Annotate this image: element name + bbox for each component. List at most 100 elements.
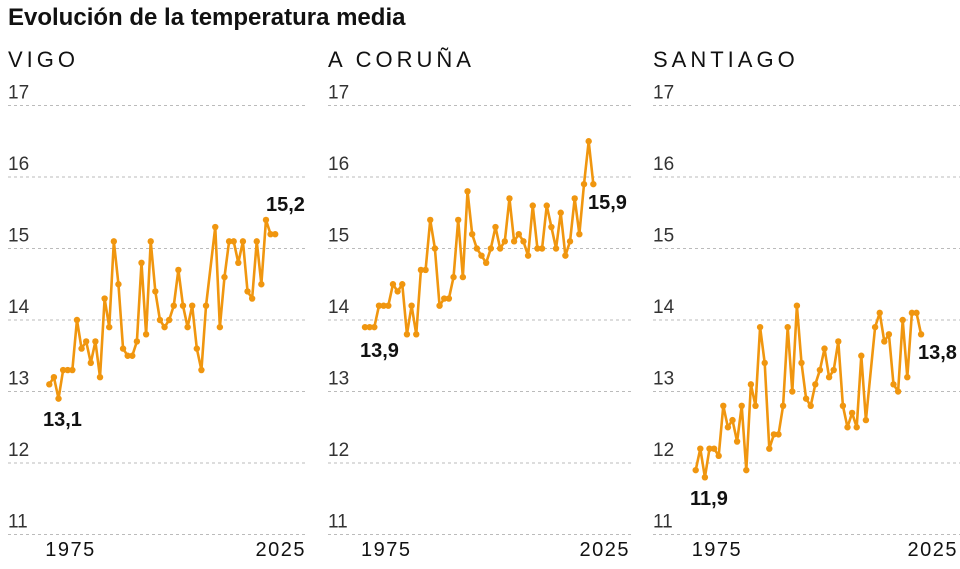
data-point xyxy=(399,281,406,288)
data-point xyxy=(904,374,911,381)
data-point xyxy=(239,238,247,245)
data-point xyxy=(770,431,778,438)
data-point xyxy=(816,366,824,374)
y-tick-label: 11 xyxy=(8,512,28,533)
data-point xyxy=(212,223,219,231)
data-point xyxy=(482,259,490,266)
data-point xyxy=(138,259,145,266)
data-point xyxy=(202,302,210,309)
data-point xyxy=(789,388,796,395)
data-point xyxy=(441,295,448,302)
last-value-label: 15,9 xyxy=(588,192,627,214)
data-point xyxy=(101,295,108,302)
data-point xyxy=(436,302,443,309)
data-point xyxy=(710,445,718,452)
data-point xyxy=(548,223,555,231)
data-point xyxy=(147,238,154,245)
first-value-label: 13,1 xyxy=(43,409,82,431)
data-point xyxy=(235,259,242,266)
data-point xyxy=(78,345,85,352)
data-point xyxy=(894,388,902,395)
y-tick-label: 13 xyxy=(8,369,29,390)
data-point xyxy=(821,345,828,352)
y-tick-label: 14 xyxy=(653,297,675,318)
data-point xyxy=(871,323,879,331)
y-tick-label: 13 xyxy=(653,369,674,390)
data-point xyxy=(55,395,62,402)
data-point xyxy=(198,366,205,374)
x-tick-label: 2025 xyxy=(908,539,959,561)
data-point xyxy=(858,352,865,359)
data-point xyxy=(73,316,81,324)
data-point xyxy=(835,338,842,345)
data-point xyxy=(830,366,837,374)
y-tick-label: 12 xyxy=(328,440,349,461)
first-value-label: 13,9 xyxy=(360,340,399,362)
data-point xyxy=(262,216,270,224)
data-point xyxy=(590,180,597,188)
x-tick-label: 1975 xyxy=(361,539,412,561)
data-point xyxy=(445,295,453,302)
data-point xyxy=(230,238,237,245)
series-line xyxy=(48,218,276,400)
data-point xyxy=(756,323,764,331)
data-point xyxy=(253,238,260,245)
chart-title: Evolución de la temperatura media xyxy=(8,4,406,31)
y-tick-label: 16 xyxy=(328,154,349,175)
data-point xyxy=(464,188,471,195)
data-point xyxy=(422,266,429,274)
data-point xyxy=(184,323,191,331)
panel-title: VIGO xyxy=(8,47,79,72)
x-tick-label: 1975 xyxy=(692,539,743,561)
y-tick-label: 15 xyxy=(8,226,29,247)
data-point xyxy=(733,438,741,445)
data-point xyxy=(576,231,583,238)
data-point xyxy=(152,288,159,295)
data-point xyxy=(82,338,90,345)
data-point xyxy=(798,359,805,367)
data-point xyxy=(557,209,564,216)
data-point xyxy=(738,402,745,409)
data-point xyxy=(552,245,560,252)
data-point xyxy=(389,281,397,288)
data-point xyxy=(881,338,888,345)
data-point xyxy=(459,273,467,281)
data-point xyxy=(473,245,481,252)
data-point xyxy=(361,323,369,331)
data-point xyxy=(506,195,513,202)
data-point xyxy=(724,424,732,431)
data-point xyxy=(161,323,168,331)
data-point xyxy=(175,266,182,274)
data-point xyxy=(562,252,569,259)
data-point xyxy=(487,245,495,252)
data-point xyxy=(839,402,847,409)
data-point xyxy=(267,231,274,238)
panel-a-coruña: A CORUÑA 17 16 15 14 13 12 11 1975 2025 13,9 15,9 xyxy=(328,47,632,561)
data-point xyxy=(189,302,196,309)
data-point xyxy=(413,331,420,338)
y-tick-label: 17 xyxy=(653,83,674,104)
y-tick-label: 12 xyxy=(653,440,674,461)
data-point xyxy=(520,238,527,245)
data-point xyxy=(468,231,476,238)
data-point xyxy=(366,323,373,331)
y-tick-label: 16 xyxy=(653,154,674,175)
data-point xyxy=(917,331,925,338)
data-point xyxy=(165,316,173,324)
data-point xyxy=(899,316,906,324)
data-point xyxy=(248,295,256,302)
y-tick-label: 11 xyxy=(653,512,673,533)
y-tick-label: 15 xyxy=(653,226,674,247)
y-tick-label: 14 xyxy=(8,297,30,318)
data-point xyxy=(124,352,131,359)
data-point xyxy=(142,331,150,338)
data-point xyxy=(492,223,499,231)
data-point xyxy=(64,366,71,374)
data-point xyxy=(156,316,164,324)
data-point xyxy=(775,431,782,438)
data-point xyxy=(706,445,713,452)
data-point xyxy=(720,402,727,409)
data-point xyxy=(244,288,251,295)
data-point xyxy=(534,245,541,252)
